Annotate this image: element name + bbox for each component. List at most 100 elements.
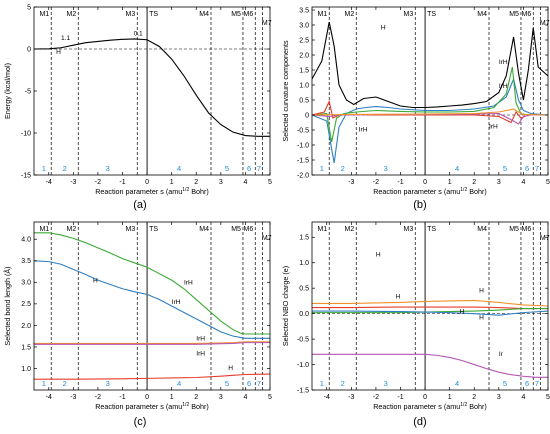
x-tick-label: 3 bbox=[497, 394, 501, 401]
x-tick-label: 2 bbox=[194, 179, 198, 186]
marker-label-m2: M2 bbox=[67, 11, 77, 18]
region-label: 4 bbox=[177, 164, 181, 173]
panel-label: (d) bbox=[413, 416, 426, 428]
y-tick-label: 1.0 bbox=[299, 260, 309, 267]
y-tick-label: 2.5 bbox=[299, 37, 309, 44]
region-label: 3 bbox=[384, 379, 388, 388]
region-label: 4 bbox=[455, 379, 459, 388]
y-tick-label: 2.0 bbox=[299, 52, 309, 59]
region-label: 1 bbox=[320, 164, 324, 173]
x-tick-label: -2 bbox=[95, 179, 101, 186]
y-axis-label: Selected bond length (Å) bbox=[3, 266, 12, 345]
series-line-3 bbox=[34, 341, 270, 345]
x-tick-label: 3 bbox=[219, 179, 223, 186]
region-label: 4 bbox=[177, 379, 181, 388]
marker-label-m4: M4 bbox=[477, 11, 487, 18]
x-tick-label: 1 bbox=[448, 179, 452, 186]
series-line-3 bbox=[312, 66, 548, 143]
marker-label-m3: M3 bbox=[404, 226, 414, 233]
plot-frame bbox=[311, 221, 549, 391]
y-tick-label: 0.5 bbox=[299, 286, 309, 293]
y-tick-label: -15 bbox=[21, 172, 31, 179]
annotation-label: H bbox=[479, 287, 484, 294]
series-line-5 bbox=[312, 112, 548, 125]
marker-label-m1: M1 bbox=[39, 11, 49, 18]
region-label: 5 bbox=[503, 164, 507, 173]
x-tick-label: 4 bbox=[243, 179, 247, 186]
y-tick-label: -0.5 bbox=[297, 127, 309, 134]
marker-label-m2: M2 bbox=[345, 226, 355, 233]
annotation-label: IrH bbox=[184, 279, 193, 286]
annotation-label: H bbox=[396, 293, 401, 300]
y-tick-label: -1.5 bbox=[297, 157, 309, 164]
x-tick-label: -3 bbox=[348, 179, 354, 186]
y-tick-label: 1.5 bbox=[299, 235, 309, 242]
annotation-label: H bbox=[93, 277, 98, 284]
series-line-4 bbox=[34, 342, 270, 345]
region-label: 5 bbox=[225, 164, 229, 173]
y-tick-label: -1.0 bbox=[297, 142, 309, 149]
plot-frame bbox=[33, 6, 271, 176]
y-axis-label: Energy (kcal/mol) bbox=[3, 63, 12, 119]
x-tick-label: 2 bbox=[472, 179, 476, 186]
y-tick-label: -10 bbox=[21, 130, 31, 137]
y-tick-label: 3.0 bbox=[299, 22, 309, 29]
y-tick-label: -1.0 bbox=[297, 362, 309, 369]
x-tick-label: 2 bbox=[194, 394, 198, 401]
y-tick-label: 2.0 bbox=[21, 323, 31, 330]
marker-label-m5: M5 bbox=[231, 226, 241, 233]
annotation-label: H bbox=[479, 315, 484, 322]
plot-frame bbox=[33, 221, 271, 391]
region-label: 7 bbox=[535, 164, 539, 173]
series-line-1 bbox=[312, 299, 548, 307]
x-tick-label: 0 bbox=[423, 179, 427, 186]
y-tick-label: 0 bbox=[305, 112, 309, 119]
region-label: 7 bbox=[257, 379, 261, 388]
region-label: 5 bbox=[503, 379, 507, 388]
x-tick-label: -2 bbox=[373, 179, 379, 186]
marker-label-m5: M5 bbox=[509, 226, 519, 233]
marker-label-m7: M7 bbox=[540, 235, 550, 242]
marker-label-ts: TS bbox=[149, 226, 158, 233]
y-axis-label: Selected NBO charge (e) bbox=[281, 266, 290, 346]
series-line-3 bbox=[312, 308, 548, 314]
region-label: 6 bbox=[247, 164, 251, 173]
marker-label-m7: M7 bbox=[262, 20, 272, 27]
x-tick-label: 3 bbox=[219, 394, 223, 401]
y-tick-label: 3.0 bbox=[21, 280, 31, 287]
y-tick-label: 0 bbox=[27, 46, 31, 53]
marker-label-m6: M6 bbox=[522, 11, 532, 18]
x-tick-label: 5 bbox=[268, 179, 272, 186]
x-tick-label: -4 bbox=[46, 179, 52, 186]
annotation-label: IrH bbox=[499, 59, 508, 66]
annotation-label: IrH bbox=[499, 83, 508, 90]
series-line-1 bbox=[34, 232, 270, 335]
y-tick-label: 1.0 bbox=[299, 82, 309, 89]
y-tick-label: 3.5 bbox=[21, 258, 31, 265]
x-tick-label: 2 bbox=[472, 394, 476, 401]
panel-4: M1 M2 M3 TS M4 M5 M6 M7 1 2 3 4 5 6 7 H H H H Ir H -4 -3 -2 -1 0 1… bbox=[281, 221, 550, 428]
y-tick-label: -0.5 bbox=[297, 336, 309, 343]
x-axis-label: Reaction parameter s (amu1/2 Bohr) bbox=[373, 187, 487, 196]
marker-label-m6: M6 bbox=[244, 226, 254, 233]
marker-label-ts: TS bbox=[427, 226, 436, 233]
region-label: 7 bbox=[535, 379, 539, 388]
series-group bbox=[34, 38, 270, 137]
x-tick-label: 0 bbox=[145, 394, 149, 401]
x-tick-label: 5 bbox=[546, 179, 550, 186]
region-label: 6 bbox=[525, 164, 529, 173]
x-axis-label: Reaction parameter s (amu1/2 Bohr) bbox=[95, 402, 209, 411]
series-line-1 bbox=[312, 21, 548, 109]
panel-label: (a) bbox=[133, 199, 146, 211]
marker-label-m4: M4 bbox=[199, 11, 209, 18]
x-tick-label: 0 bbox=[423, 394, 427, 401]
region-label: 3 bbox=[106, 379, 110, 388]
y-tick-label: 2.5 bbox=[21, 301, 31, 308]
y-axis-label: Selected curvature components bbox=[281, 40, 290, 141]
marker-label-m2: M2 bbox=[345, 11, 355, 18]
x-tick-label: 1 bbox=[170, 179, 174, 186]
panel-3: M1 M2 M3 TS M4 M5 M6 M7 1 2 3 4 5 6 7 IrH IrH IrH IrH H H -4 -… bbox=[3, 221, 272, 428]
marker-label-m7: M7 bbox=[540, 20, 550, 27]
y-tick-label: 1.5 bbox=[299, 67, 309, 74]
